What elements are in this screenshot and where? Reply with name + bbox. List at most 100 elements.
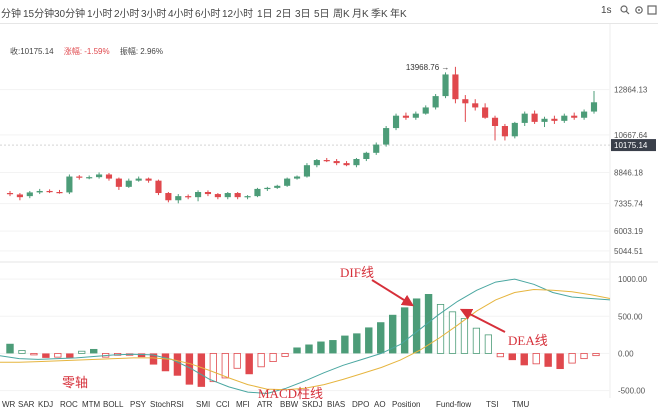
macd-histogram-bar — [544, 353, 552, 367]
candle-body — [442, 74, 449, 97]
timeframe-3d[interactable]: 3日 — [295, 9, 311, 20]
candle-body — [521, 113, 528, 123]
candle-body — [274, 185, 281, 188]
indicator-sar[interactable]: SAR — [18, 400, 35, 409]
timeframe-week[interactable]: 周K — [333, 9, 350, 20]
candle-body — [303, 165, 311, 177]
indicator-tsi[interactable]: TSI — [486, 400, 499, 409]
candle-body — [373, 144, 380, 153]
candle-body — [383, 128, 390, 145]
current-price-tag — [611, 139, 656, 152]
timeframe-month[interactable]: 月K — [352, 9, 369, 20]
price-tick-label: 7335.74 — [614, 200, 643, 209]
candle-body — [571, 115, 578, 118]
indicator-bias[interactable]: BIAS — [327, 400, 346, 409]
indicator-kdj[interactable]: KDJ — [38, 400, 54, 409]
candle-body — [551, 118, 558, 121]
dea-arrow — [459, 308, 506, 333]
candle-body — [353, 159, 360, 166]
indicator-smi[interactable]: SMI — [196, 400, 211, 409]
annotation-arrows — [371, 279, 506, 333]
candle-body — [491, 117, 499, 126]
timeframe-12h[interactable]: 12小时 — [222, 9, 254, 20]
macd-histogram-bar — [424, 294, 433, 354]
candle-body — [432, 96, 439, 108]
macd-histogram-bar — [233, 353, 241, 369]
candle-body — [175, 196, 182, 201]
candle-body — [254, 188, 261, 197]
indicator-bbw[interactable]: BBW — [280, 400, 299, 409]
indicator-position[interactable]: Position — [392, 400, 421, 409]
candle-body — [56, 192, 63, 194]
timeframe-1d[interactable]: 1日 — [257, 9, 273, 20]
dea-line — [0, 288, 611, 391]
macd-histogram-bar — [365, 327, 373, 354]
gear-icon[interactable] — [634, 5, 644, 18]
y-axis-labels: 12864.13 10667.64 8846.18 7335.74 6003.19 504… — [406, 63, 656, 396]
indicator-ao[interactable]: AO — [374, 400, 386, 409]
macd-histogram-bar — [293, 347, 301, 354]
macd-histogram-bar — [448, 311, 457, 354]
price-tick-label: 12864.13 — [614, 86, 648, 95]
timeframe-3h[interactable]: 3小时 — [141, 9, 167, 20]
indicator-dpo[interactable]: DPO — [352, 400, 370, 409]
candle-body — [16, 194, 23, 198]
timeframe-5d[interactable]: 5日 — [314, 9, 330, 20]
price-tick-label: 5044.51 — [614, 247, 643, 256]
timeframe-2d[interactable]: 2日 — [276, 9, 292, 20]
refresh-interval[interactable]: 1s — [601, 5, 612, 16]
macd-histogram-bar — [592, 353, 600, 357]
candle-body — [541, 118, 548, 122]
macd-histogram-bar — [341, 335, 349, 354]
macd-histogram-bar — [377, 322, 385, 354]
indicator-skdj[interactable]: SKDJ — [302, 400, 323, 409]
indicator-fund-flow[interactable]: Fund-flow — [436, 400, 472, 409]
fullscreen-icon[interactable] — [647, 5, 657, 18]
indicator-mtm[interactable]: MTM — [82, 400, 101, 409]
candle-body — [66, 176, 73, 193]
macd-histogram-bar — [460, 318, 469, 354]
timeframe-6h[interactable]: 6小时 — [195, 9, 221, 20]
timeframe-quarter[interactable]: 季K — [371, 9, 388, 20]
candle-body — [115, 178, 122, 187]
indicator-wr[interactable]: WR — [2, 400, 16, 409]
timeframe-15min[interactable]: 15分钟 — [23, 9, 55, 20]
indicator-boll[interactable]: BOLL — [103, 400, 124, 409]
indicator-tmu[interactable]: TMU — [512, 400, 530, 409]
timeframe-4h[interactable]: 4小时 — [168, 9, 194, 20]
candle-body — [472, 103, 479, 108]
macd-histogram-bar — [137, 353, 146, 358]
dif-line — [0, 278, 611, 395]
grid — [0, 24, 658, 398]
candle-body — [590, 102, 598, 112]
candle-body — [402, 115, 410, 118]
indicator-cci[interactable]: CCI — [216, 400, 230, 409]
indicator-roc[interactable]: ROC — [60, 400, 78, 409]
macd-histogram-bar — [30, 353, 38, 356]
macd-histogram-bar — [317, 341, 325, 354]
zero-axis-annotation: 零轴 — [62, 375, 89, 390]
candle-body — [224, 193, 231, 198]
candle-body — [323, 160, 330, 162]
macd-histogram-bar — [197, 353, 206, 387]
timeframe-2h[interactable]: 2小时 — [114, 9, 140, 20]
candle-body — [76, 176, 83, 178]
macd-tick-label: -500.00 — [618, 387, 646, 396]
timeframe-1h[interactable]: 1小时 — [87, 9, 113, 20]
timeframe-year[interactable]: 年K — [390, 9, 407, 20]
search-icon[interactable] — [620, 5, 630, 18]
price-tick-label: 10667.64 — [614, 131, 648, 140]
macd-histogram-bar — [532, 353, 540, 365]
timeframe-minute[interactable]: 分钟 — [1, 9, 21, 20]
indicator-stochrsi[interactable]: StochRSI — [150, 400, 184, 409]
indicator-psy[interactable]: PSY — [130, 400, 147, 409]
macd-histogram-bar — [66, 353, 74, 358]
indicator-bar: WR SAR KDJ ROC MTM BOLL PSY StochRSI SMI CCI MFI AT… — [0, 398, 658, 415]
candle-body — [86, 177, 93, 179]
current-price-text: 10175.14 — [614, 141, 648, 150]
indicator-mfi[interactable]: MFI — [236, 400, 250, 409]
candle-body — [96, 174, 103, 178]
candle-body — [264, 187, 271, 190]
indicator-atr[interactable]: ATR — [257, 400, 273, 409]
timeframe-30min[interactable]: 30分钟 — [54, 9, 86, 20]
